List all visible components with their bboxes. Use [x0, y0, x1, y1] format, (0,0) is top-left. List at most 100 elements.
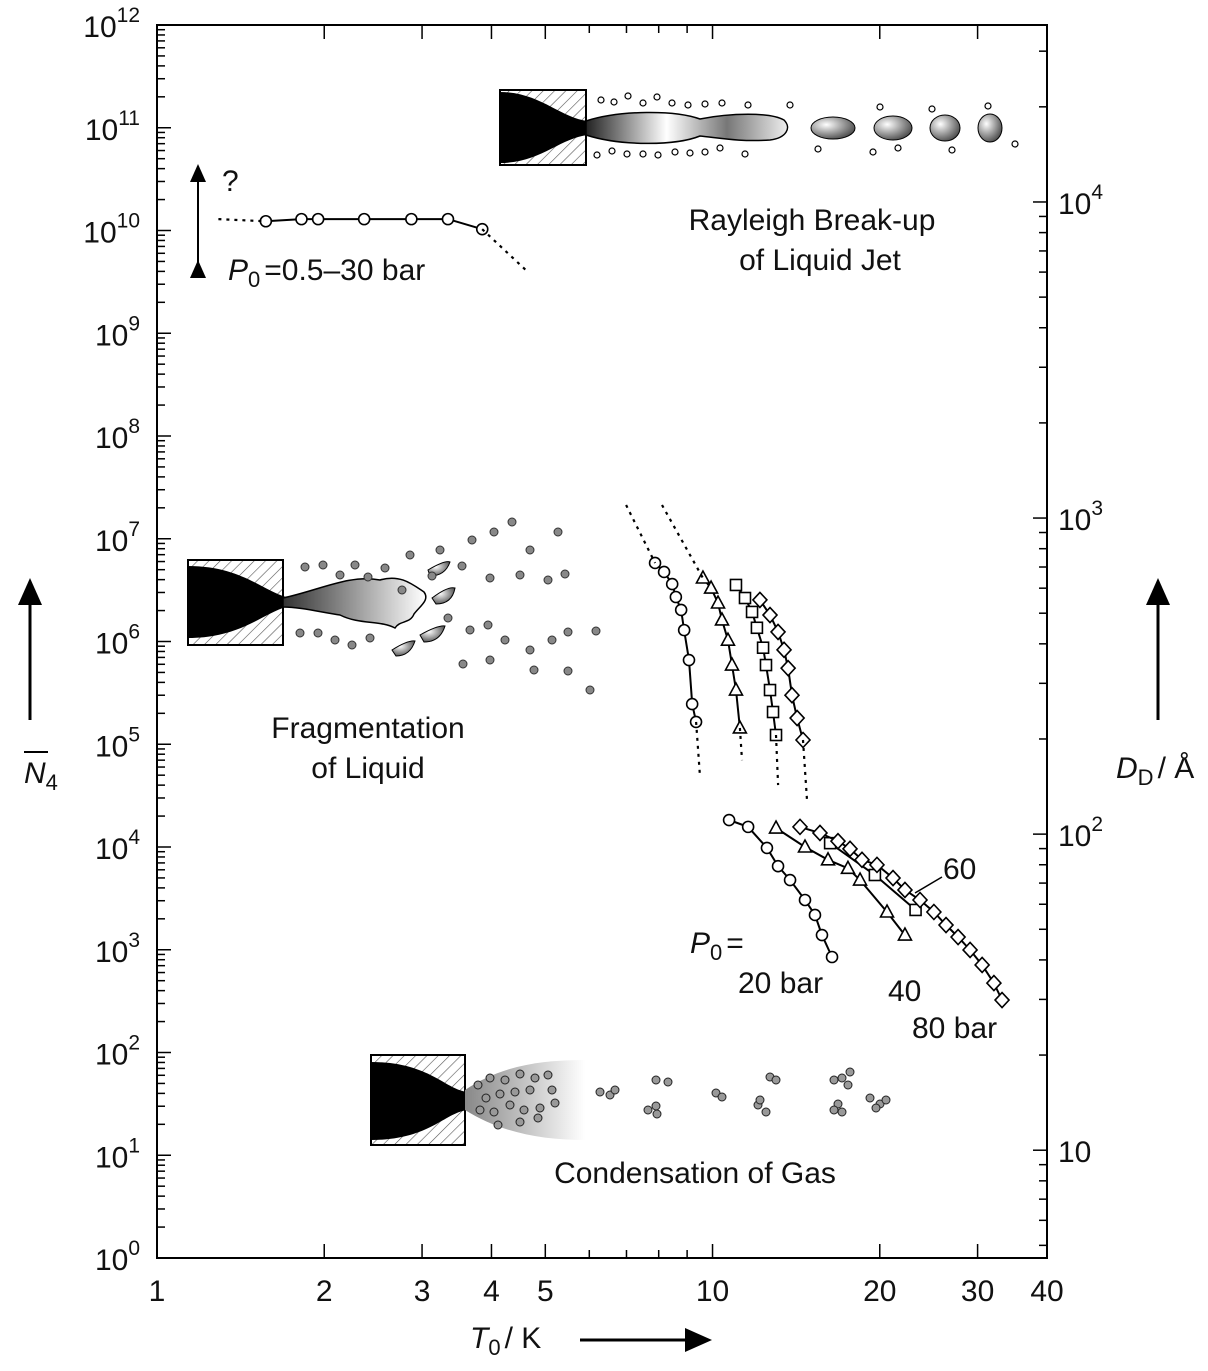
particle: [397, 585, 407, 595]
tick-label: 1010: [83, 209, 140, 249]
tick-base: 10: [85, 114, 118, 147]
marker-circle: [722, 813, 736, 827]
marker-diamond: [775, 641, 793, 659]
series-line: [702, 577, 741, 729]
tick-base: 10: [95, 319, 128, 352]
label-subscript: 0: [488, 1335, 500, 1360]
cluster-atom: [610, 1085, 620, 1095]
tick-exponent: 4: [1091, 181, 1103, 204]
liquid: [500, 92, 588, 163]
droplet: [814, 145, 822, 153]
tick-label: 104: [95, 826, 140, 866]
marker-circle: [808, 908, 822, 922]
annotation-text: ?: [222, 165, 239, 198]
marker-diamond: [769, 623, 787, 641]
tick-exponent: 3: [1091, 497, 1103, 520]
annotation: 80 bar: [912, 1012, 997, 1045]
tick-exponent: 11: [118, 106, 140, 129]
annotation: of Liquid: [311, 752, 424, 785]
x-tick-label: 20: [863, 1275, 896, 1308]
droplet: [894, 144, 902, 152]
marker-diamond: [811, 824, 829, 842]
gas: [371, 1062, 468, 1140]
marker-diamond: [761, 606, 779, 624]
droplet: [869, 148, 877, 156]
particle: [295, 628, 305, 638]
tick-label: 101: [95, 1134, 140, 1174]
annotation-text: 60: [943, 853, 976, 886]
annotation-text: 80 bar: [912, 1012, 997, 1045]
marker-circle: [357, 212, 371, 226]
annotation: Rayleigh Break-up: [689, 204, 936, 237]
liquid: [188, 566, 286, 638]
pointer-line: [914, 876, 943, 894]
droplet: [744, 101, 752, 109]
tick-label: 109: [95, 312, 140, 352]
marker-circle: [771, 859, 785, 873]
drop: [391, 640, 416, 657]
droplet: [623, 150, 631, 158]
tick-exponent: 1: [128, 1134, 140, 1157]
particle: [529, 665, 539, 675]
marker-diamond: [780, 659, 797, 677]
marker-square: [750, 621, 764, 635]
droplet: [701, 100, 709, 108]
tick-label: 103: [95, 928, 140, 968]
annotation: P0 =: [690, 927, 744, 965]
particle: [457, 561, 467, 571]
marker-circle: [259, 214, 273, 228]
dotted-line: [774, 734, 780, 786]
cluster-atom: [475, 1105, 485, 1115]
marker-triangle: [852, 871, 868, 886]
droplet: [741, 150, 749, 158]
dotted-line: [218, 218, 266, 223]
droplet: [610, 98, 618, 106]
tick-base: 10: [95, 833, 128, 866]
marker-circle: [682, 653, 696, 667]
particle: [525, 645, 535, 655]
marker-circle: [677, 623, 691, 637]
marker-circle: [657, 565, 671, 579]
annotation-text: =: [726, 927, 744, 960]
tick-exponent: 6: [128, 620, 140, 643]
dotted-line: [661, 504, 704, 579]
annotation-subscript: 0: [710, 940, 722, 965]
cone: [465, 1060, 585, 1140]
droplet: [624, 92, 632, 100]
tick-base: 10: [95, 422, 128, 455]
cluster-atom: [843, 1080, 853, 1090]
marker-diamond: [789, 709, 806, 727]
cluster-atom: [652, 1109, 662, 1119]
marker-diamond: [993, 991, 1011, 1009]
marker-square: [729, 578, 743, 592]
droplet: [654, 151, 662, 159]
marker-diamond: [783, 686, 801, 704]
particle: [380, 563, 390, 573]
jet: [585, 111, 789, 145]
marker-circle: [798, 893, 812, 907]
cluster-atom: [485, 1073, 495, 1083]
annotation: 60: [943, 853, 976, 886]
marker-circle: [760, 841, 774, 855]
cluster-atom: [500, 1075, 510, 1085]
tick-exponent: 4: [128, 826, 140, 849]
cluster-atom: [837, 1073, 847, 1083]
tick-label: 106: [95, 620, 140, 660]
particle: [483, 620, 493, 630]
marker-triangle: [897, 926, 913, 941]
droplet: [671, 148, 679, 156]
marker-diamond: [937, 916, 955, 934]
droplet: [948, 146, 956, 154]
cluster-atom: [755, 1095, 765, 1105]
annotation: 20 bar: [738, 967, 823, 1000]
x-tick-label: 10: [696, 1275, 729, 1308]
marker-diamond: [974, 956, 991, 974]
droplet: [718, 99, 726, 107]
marker-triangle: [768, 819, 784, 834]
marker-diamond: [961, 941, 979, 959]
marker-diamond: [985, 974, 1003, 992]
particle: [300, 562, 310, 572]
tick-exponent: 0: [128, 1237, 140, 1260]
tick-base: 10: [95, 627, 128, 660]
marker-diamond: [751, 591, 769, 609]
